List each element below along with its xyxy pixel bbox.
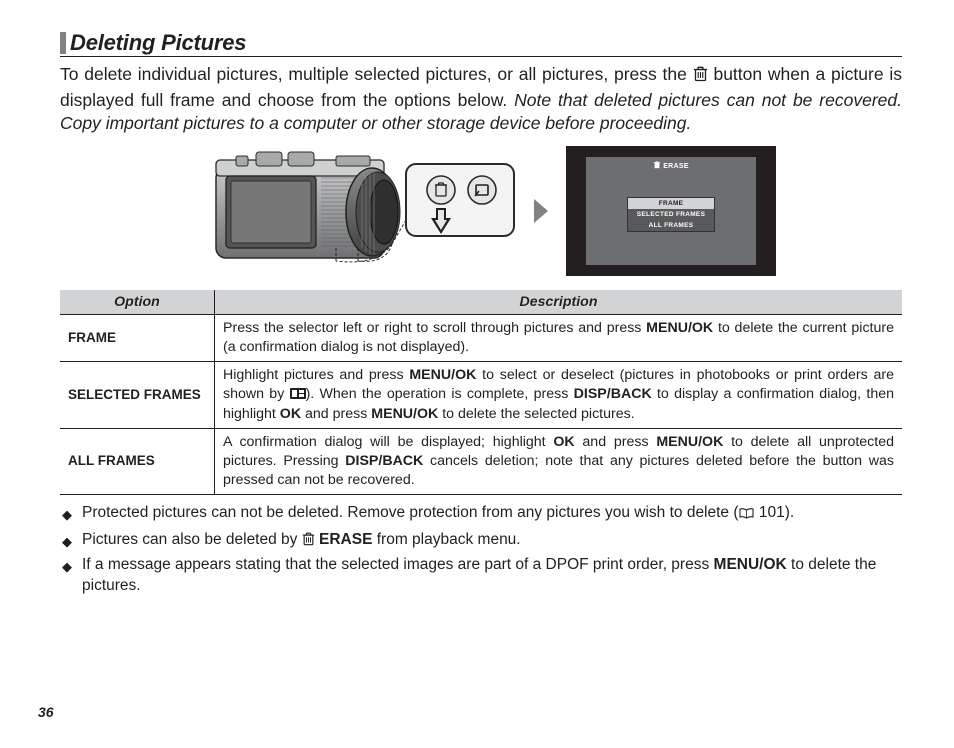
page-number: 36 (38, 704, 54, 720)
menu-header-label: ERASE (663, 163, 689, 170)
erase-label: ERASE (315, 531, 373, 548)
menu-ok-label: MENU/OK (646, 320, 713, 336)
note-item: ◆ If a message appears stating that the … (62, 555, 902, 597)
menu-list: FRAME SELECTED FRAMES ALL FRAMES (627, 197, 715, 232)
disp-back-label: DISP/BACK (574, 386, 652, 402)
note-text: If a message appears stating that the se… (82, 555, 902, 597)
camera-illustration (186, 146, 516, 276)
menu-screen-illustration: ERASE FRAME SELECTED FRAMES ALL FRAMES (566, 146, 776, 276)
menu-ok-label: MENU/OK (656, 434, 723, 450)
text: Press the selector left or right to scro… (223, 320, 646, 336)
text: and press (301, 406, 371, 422)
text: from playback menu. (372, 531, 520, 548)
text: Highlight pictures and press (223, 367, 409, 383)
bullet-icon: ◆ (62, 530, 82, 551)
option-selected-frames: SELECTED FRAMES (60, 362, 215, 429)
trash-icon (693, 65, 708, 89)
disp-back-label: DISP/BACK (345, 453, 423, 469)
note-text: Protected pictures can not be deleted. R… (82, 503, 902, 526)
trash-icon (302, 531, 315, 548)
menu-ok-label: MENU/OK (371, 406, 438, 422)
bullet-icon: ◆ (62, 555, 82, 597)
text: Pictures can also be deleted by (82, 531, 302, 548)
table-row: ALL FRAMES A confirmation dialog will be… (60, 428, 902, 495)
desc-all-frames: A confirmation dialog will be displayed;… (215, 428, 903, 495)
note-text: Pictures can also be deleted by ERASE fr… (82, 530, 902, 551)
text: to delete the selected pictures. (438, 406, 634, 422)
ok-label: OK (280, 406, 301, 422)
page-ref-number: 101). (755, 504, 795, 521)
option-frame: FRAME (60, 314, 215, 361)
page-ref-icon (739, 505, 754, 526)
menu-ok-label: MENU/OK (714, 556, 787, 573)
note-item: ◆ Protected pictures can not be deleted.… (62, 503, 902, 526)
desc-frame: Press the selector left or right to scro… (215, 314, 903, 361)
menu-item-selected-frames: SELECTED FRAMES (628, 209, 714, 220)
figure-row: ERASE FRAME SELECTED FRAMES ALL FRAMES (60, 146, 902, 276)
arrow-right-icon (534, 199, 548, 223)
text: A confirmation dialog will be displayed;… (223, 434, 553, 450)
photobook-icon (290, 386, 306, 402)
text: Protected pictures can not be deleted. R… (82, 504, 739, 521)
section-heading: Deleting Pictures (60, 30, 902, 57)
bullet-icon: ◆ (62, 503, 82, 526)
heading-accent-bar (60, 32, 66, 54)
text: and press (575, 434, 657, 450)
menu-ok-label: MENU/OK (409, 367, 476, 383)
intro-paragraph: To delete individual pictures, multiple … (60, 63, 902, 136)
trash-icon (653, 161, 661, 171)
th-option: Option (60, 290, 215, 315)
table-row: SELECTED FRAMES Highlight pictures and p… (60, 362, 902, 429)
text: If a message appears stating that the se… (82, 556, 714, 573)
th-description: Description (215, 290, 903, 315)
intro-text-1: To delete individual pictures, multiple … (60, 64, 693, 84)
option-all-frames: ALL FRAMES (60, 428, 215, 495)
menu-screen-inner: ERASE FRAME SELECTED FRAMES ALL FRAMES (586, 157, 756, 265)
table-row: FRAME Press the selector left or right t… (60, 314, 902, 361)
menu-item-all-frames: ALL FRAMES (628, 220, 714, 231)
note-item: ◆ Pictures can also be deleted by ERASE … (62, 530, 902, 551)
notes-list: ◆ Protected pictures can not be deleted.… (60, 503, 902, 597)
text: ). When the operation is complete, press (306, 386, 574, 402)
menu-item-frame: FRAME (628, 198, 714, 209)
heading-text: Deleting Pictures (70, 30, 246, 56)
ok-label: OK (553, 434, 574, 450)
options-table: Option Description FRAME Press the selec… (60, 290, 902, 495)
menu-screen-header: ERASE (586, 161, 756, 171)
desc-selected-frames: Highlight pictures and press MENU/OK to … (215, 362, 903, 429)
